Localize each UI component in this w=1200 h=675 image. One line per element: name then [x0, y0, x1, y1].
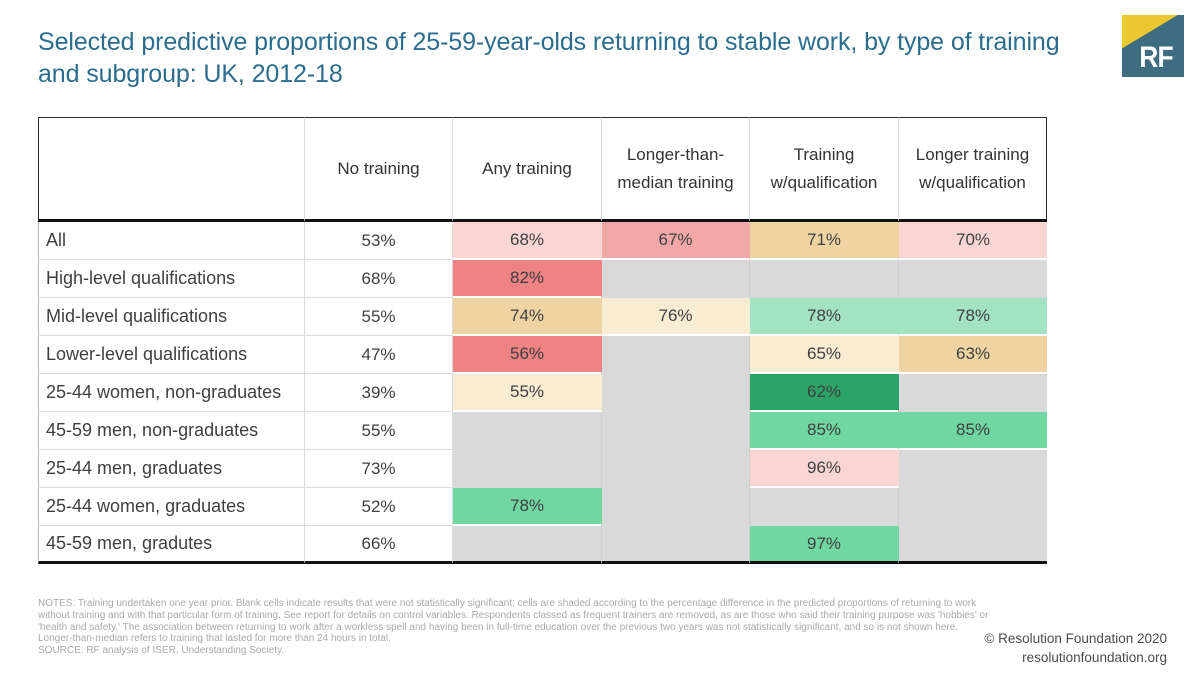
- notes-text: NOTES: Training undertaken one year prio…: [38, 598, 989, 645]
- row-label: 45-59 men, non-graduates: [38, 412, 305, 450]
- table-row: Mid-level qualifications 55% 74% 76% 78% 78%: [38, 298, 1047, 336]
- row-label: 25-44 women, graduates: [38, 488, 305, 526]
- value-cell: 53%: [305, 222, 453, 260]
- row-label: Mid-level qualifications: [38, 298, 305, 336]
- value-cell: 78%: [899, 298, 1047, 336]
- value-cell: 73%: [305, 450, 453, 488]
- value-cell: 85%: [750, 412, 899, 450]
- blank-cell: [750, 260, 899, 298]
- blank-cell: [602, 260, 750, 298]
- value-cell: 55%: [305, 412, 453, 450]
- blank-cell: [750, 488, 899, 526]
- blank-cell: [899, 260, 1047, 298]
- value-cell: 56%: [453, 336, 602, 374]
- value-cell: 70%: [899, 222, 1047, 260]
- value-cell: 76%: [602, 298, 750, 336]
- column-header: Longer training w/qualification: [899, 117, 1047, 222]
- value-cell: 85%: [899, 412, 1047, 450]
- table-row: 45-59 men, non-graduates 55% 85% 85%: [38, 412, 1047, 450]
- footer-notes-block: NOTES: Training undertaken one year prio…: [38, 598, 990, 657]
- value-cell: 39%: [305, 374, 453, 412]
- row-label: Lower-level qualifications: [38, 336, 305, 374]
- column-header: Training w/qualification: [750, 117, 899, 222]
- blank-cell: [453, 412, 602, 450]
- value-cell: 65%: [750, 336, 899, 374]
- value-cell: 78%: [750, 298, 899, 336]
- row-label: High-level qualifications: [38, 260, 305, 298]
- column-header: Longer-than-median training: [602, 117, 750, 222]
- table-row: 25-44 women, graduates 52% 78%: [38, 488, 1047, 526]
- row-label: 25-44 men, graduates: [38, 450, 305, 488]
- value-cell: 62%: [750, 374, 899, 412]
- row-label: All: [38, 222, 305, 260]
- blank-cell: [899, 488, 1047, 526]
- source-text: SOURCE: RF analysis of ISER, Understandi…: [38, 645, 285, 657]
- value-cell: 63%: [899, 336, 1047, 374]
- table-row: All 53% 68% 67% 71% 70%: [38, 222, 1047, 260]
- value-cell: 55%: [305, 298, 453, 336]
- value-cell: 97%: [750, 526, 899, 564]
- table-row: 25-44 men, graduates 73% 96%: [38, 450, 1047, 488]
- value-cell: 96%: [750, 450, 899, 488]
- blank-cell: [602, 526, 750, 564]
- value-cell: 68%: [305, 260, 453, 298]
- blank-cell: [602, 374, 750, 412]
- value-cell: 71%: [750, 222, 899, 260]
- rf-logo-text: RF: [1139, 41, 1173, 74]
- copyright-block: © Resolution Foundation 2020 resolutionf…: [984, 630, 1167, 668]
- blank-cell: [899, 450, 1047, 488]
- blank-cell: [602, 336, 750, 374]
- corner-header-cell: [38, 117, 305, 222]
- copyright-text: © Resolution Foundation 2020: [984, 631, 1167, 646]
- blank-cell: [453, 526, 602, 564]
- website-text: resolutionfoundation.org: [1022, 649, 1167, 665]
- data-table: No training Any training Longer-than-media…: [38, 117, 1047, 564]
- column-header: No training: [305, 117, 453, 222]
- blank-cell: [899, 374, 1047, 412]
- figure-title: Selected predictive proportions of 25-59…: [38, 28, 1060, 88]
- value-cell: 78%: [453, 488, 602, 526]
- value-cell: 74%: [453, 298, 602, 336]
- rf-logo: RF: [1122, 15, 1184, 77]
- table-row: 45-59 men, gradutes 66% 97%: [38, 526, 1047, 564]
- blank-cell: [602, 450, 750, 488]
- column-header: Any training: [453, 117, 602, 222]
- blank-cell: [899, 526, 1047, 564]
- value-cell: 47%: [305, 336, 453, 374]
- blank-cell: [602, 412, 750, 450]
- table-row: High-level qualifications 68% 82%: [38, 260, 1047, 298]
- value-cell: 67%: [602, 222, 750, 260]
- value-cell: 52%: [305, 488, 453, 526]
- value-cell: 68%: [453, 222, 602, 260]
- blank-cell: [602, 488, 750, 526]
- row-label: 45-59 men, gradutes: [38, 526, 305, 564]
- table-header-row: No training Any training Longer-than-media…: [38, 117, 1047, 222]
- table-row: 25-44 women, non-graduates 39% 55% 62%: [38, 374, 1047, 412]
- value-cell: 66%: [305, 526, 453, 564]
- table-row: Lower-level qualifications 47% 56% 65% 63%: [38, 336, 1047, 374]
- value-cell: 55%: [453, 374, 602, 412]
- value-cell: 82%: [453, 260, 602, 298]
- row-label: 25-44 women, non-graduates: [38, 374, 305, 412]
- blank-cell: [453, 450, 602, 488]
- table-body: All 53% 68% 67% 71% 70% High-level qualificati…: [38, 222, 1047, 564]
